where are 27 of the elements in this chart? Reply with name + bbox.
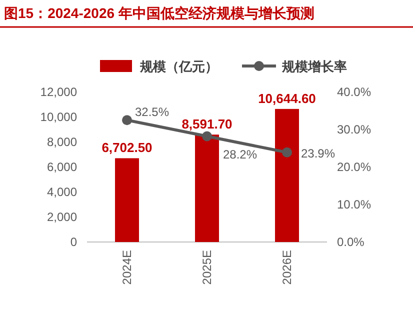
y2-tick-label: 40.0% <box>337 85 372 99</box>
data-label: 32.5% <box>135 105 170 120</box>
x-tick-label: 2024E <box>120 250 134 285</box>
point <box>282 147 292 158</box>
y-tick-label: 10,000 <box>40 110 78 124</box>
y-tick-label: 12,000 <box>40 85 78 99</box>
y2-tick-label: 30.0% <box>337 122 372 136</box>
point <box>202 131 212 142</box>
y-tick-label: 6,000 <box>46 160 78 174</box>
data-label: 8,591.70 <box>182 116 232 132</box>
data-label: 10,644.60 <box>258 90 316 106</box>
data-label: 28.2% <box>223 147 258 162</box>
x-tick-label: 2026E <box>280 250 294 285</box>
y-tick-label: 8,000 <box>46 135 78 149</box>
legend-label: 规模（亿元） <box>139 59 218 74</box>
legend-label: 规模增长率 <box>281 59 347 74</box>
data-label: 23.9% <box>301 146 336 160</box>
title: 图15：2024-2026 年中国低空经济规模与增长预测 <box>4 5 314 21</box>
data-label: 6,702.50 <box>102 140 152 156</box>
point <box>122 115 132 126</box>
y-tick-label: 0 <box>70 235 78 249</box>
y2-tick-label: 10.0% <box>337 198 372 212</box>
y-tick-label: 2,000 <box>46 210 78 224</box>
y2-tick-label: 20.0% <box>337 160 372 174</box>
y-tick-label: 4,000 <box>46 185 78 199</box>
x-tick-label: 2025E <box>200 250 214 285</box>
y2-tick-label: 0.0% <box>337 235 365 249</box>
